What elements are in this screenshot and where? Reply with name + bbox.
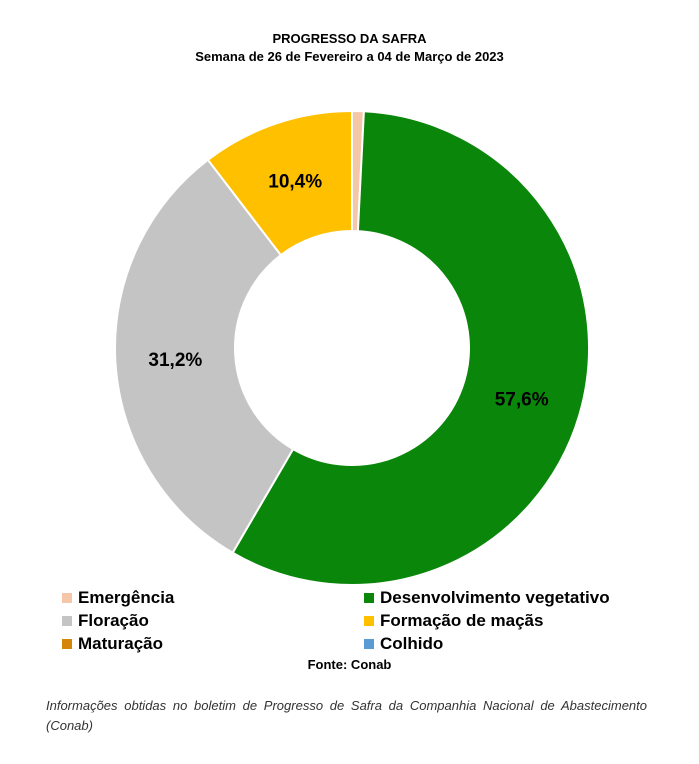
slice-label-desenvolvimento-vegetativo: 57,6% [495, 389, 549, 410]
legend-label-desenvolvimento: Desenvolvimento vegetativo [380, 588, 610, 607]
chart-title-block: PROGRESSO DA SAFRA Semana de 26 de Fever… [0, 30, 699, 66]
slice-label-formacao-de-macas: 10,4% [268, 171, 322, 192]
donut-chart: 57,6% 31,2% 10,4% [114, 109, 590, 586]
legend-label-floracao: Floração [78, 611, 149, 630]
chart-source: Fonte: Conab [307, 657, 392, 672]
legend-swatch-formacao [364, 616, 374, 626]
legend-item-formacao: Formação de maçãs [364, 610, 664, 632]
legend-swatch-maturacao [62, 639, 72, 649]
legend-item-floracao: Floração [62, 610, 364, 632]
legend-swatch-desenvolvimento [364, 593, 374, 603]
footnote: Informações obtidas no boletim de Progre… [46, 698, 647, 733]
legend-item-desenvolvimento: Desenvolvimento vegetativo [364, 587, 664, 609]
legend-label-emergencia: Emergência [78, 588, 175, 607]
chart-title: PROGRESSO DA SAFRA [272, 31, 427, 46]
slice-floracao [114, 158, 295, 555]
legend-label-maturacao: Maturação [78, 634, 164, 653]
slice-label-floracao: 31,2% [148, 350, 202, 371]
legend-item-maturacao: Maturação [62, 633, 364, 655]
legend-label-colhido: Colhido [380, 634, 444, 653]
donut-slices [114, 109, 590, 586]
chart-legend: Emergência Desenvolvimento vegetativo Fl… [62, 587, 662, 655]
slice-desenvolvimento-vegetativo [231, 110, 590, 586]
legend-item-colhido: Colhido [364, 633, 664, 655]
legend-label-formacao: Formação de maçãs [380, 611, 544, 630]
legend-item-emergencia: Emergência [62, 587, 364, 609]
legend-swatch-floracao [62, 616, 72, 626]
slice-labels: 57,6% 31,2% 10,4% [148, 171, 548, 410]
legend-swatch-emergencia [62, 593, 72, 603]
chart-subtitle: Semana de 26 de Fevereiro a 04 de Março … [195, 49, 504, 64]
legend-swatch-colhido [364, 639, 374, 649]
slice-formacao-de-macas [206, 109, 353, 257]
